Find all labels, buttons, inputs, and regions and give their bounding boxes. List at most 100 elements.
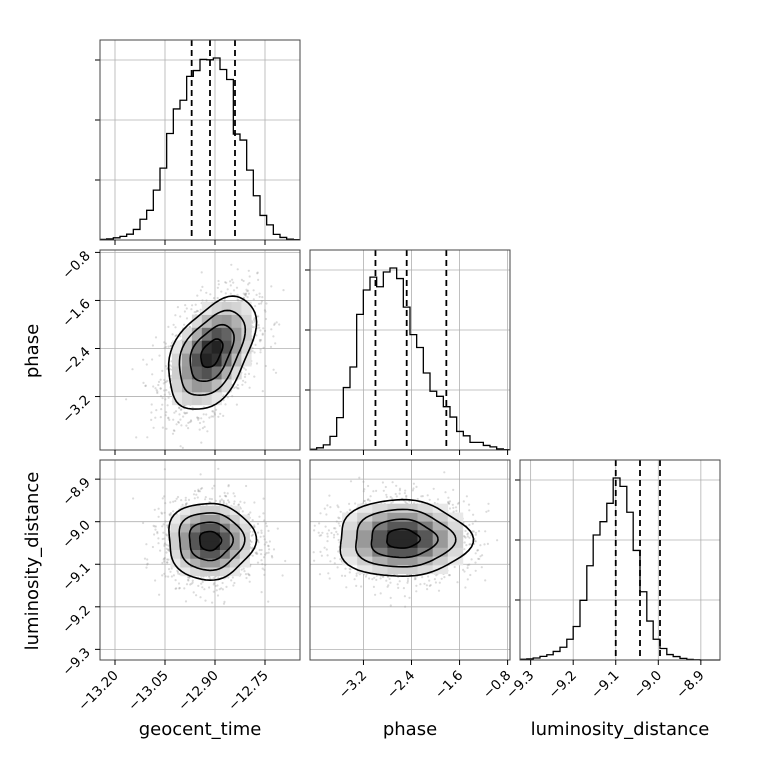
scatter-point <box>200 417 203 420</box>
scatter-point <box>232 492 235 495</box>
scatter-point <box>202 413 205 416</box>
scatter-point <box>224 495 227 498</box>
scatter-point <box>242 292 245 295</box>
scatter-point <box>408 596 411 599</box>
scatter-point <box>247 292 250 295</box>
scatter-point <box>336 566 339 569</box>
scatter-point <box>262 497 265 500</box>
scatter-point <box>362 480 365 483</box>
scatter-point <box>477 530 481 533</box>
scatter-point <box>162 523 165 526</box>
scatter-point <box>241 383 244 386</box>
scatter-point <box>231 576 234 579</box>
scatter-point <box>170 377 173 380</box>
scatter-point <box>387 584 390 587</box>
scatter-point <box>256 539 259 542</box>
scatter-point <box>157 515 160 518</box>
density-cell <box>239 549 250 559</box>
scatter-point <box>244 368 247 371</box>
scatter-point <box>163 378 166 382</box>
scatter-point <box>184 412 188 415</box>
scatter-point <box>412 482 415 485</box>
scatter-point <box>217 415 220 418</box>
scatter-point <box>163 468 166 471</box>
density-cell <box>201 353 212 367</box>
density-cell <box>221 379 232 393</box>
scatter-point <box>339 510 342 513</box>
density-cell <box>180 523 191 533</box>
scatter-point <box>170 374 173 377</box>
scatter-point <box>146 436 149 439</box>
scatter-point <box>202 420 205 423</box>
scatter-point <box>176 306 179 309</box>
scatter-point <box>167 396 170 399</box>
scatter-point <box>262 327 265 330</box>
scatter-point <box>265 302 268 305</box>
scatter-point <box>164 342 167 345</box>
x-tick-label: −9.1 <box>588 668 622 702</box>
scatter-point <box>164 398 167 401</box>
scatter-point <box>228 501 231 504</box>
scatter-point <box>389 604 392 607</box>
scatter-point <box>146 563 149 566</box>
scatter-point <box>172 429 175 432</box>
scatter-point <box>154 416 157 419</box>
scatter-point <box>270 554 273 558</box>
scatter-point <box>156 532 159 535</box>
scatter-point <box>165 411 168 414</box>
scatter-point <box>275 321 278 324</box>
scatter-point <box>185 583 189 586</box>
scatter-point <box>159 416 162 419</box>
scatter-point <box>471 522 474 525</box>
y-tick-label: −2.4 <box>59 344 93 378</box>
scatter-point <box>433 578 436 581</box>
scatter-point <box>185 502 188 505</box>
scatter-point <box>248 281 251 285</box>
scatter-point <box>256 272 259 275</box>
density-cell <box>241 327 252 341</box>
scatter-point <box>183 310 186 313</box>
scatter-point <box>175 423 178 426</box>
scatter-point <box>256 552 259 555</box>
scatter-point <box>174 499 177 503</box>
scatter-point <box>259 340 262 343</box>
scatter-point <box>169 570 172 573</box>
scatter-point <box>150 403 153 406</box>
scatter-point <box>251 321 254 324</box>
scatter-point <box>154 387 157 390</box>
scatter-point <box>219 412 222 415</box>
scatter-point <box>428 498 431 501</box>
scatter-point <box>448 500 452 503</box>
scatter-point <box>205 299 208 302</box>
density-cell <box>191 366 203 380</box>
scatter-point <box>394 492 397 496</box>
scatter-point <box>163 544 166 548</box>
scatter-point <box>179 408 182 411</box>
scatter-point <box>260 529 263 532</box>
scatter-point <box>261 332 264 335</box>
scatter-point <box>336 533 339 536</box>
scatter-point <box>195 309 199 312</box>
scatter-point <box>232 502 236 505</box>
scatter-point <box>326 535 329 538</box>
scatter-point <box>204 498 207 501</box>
scatter-point <box>269 345 273 348</box>
density-cell <box>191 340 203 354</box>
scatter-point <box>273 323 276 326</box>
scatter-point <box>180 499 183 502</box>
scatter-point <box>135 436 138 439</box>
scatter-point <box>263 309 266 312</box>
scatter-point <box>233 500 236 503</box>
joint-panel-phase-luminosity-distance <box>312 471 499 608</box>
scatter-point <box>192 591 195 594</box>
scatter-point <box>180 408 183 411</box>
scatter-point <box>152 524 155 527</box>
scatter-point <box>185 307 188 310</box>
scatter-point <box>178 406 181 409</box>
scatter-point <box>184 304 187 307</box>
scatter-point <box>216 286 219 289</box>
scatter-point <box>212 297 216 300</box>
scatter-point <box>261 333 264 336</box>
scatter-point <box>211 601 214 604</box>
scatter-point <box>242 379 245 382</box>
